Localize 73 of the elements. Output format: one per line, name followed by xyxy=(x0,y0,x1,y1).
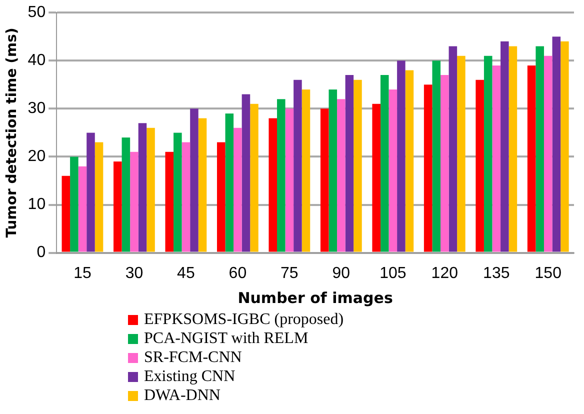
bar xyxy=(354,80,362,252)
bar xyxy=(114,162,122,252)
bar xyxy=(345,75,354,252)
bar xyxy=(250,104,258,252)
x-axis-title: Number of images xyxy=(238,288,393,307)
y-tick-label: 20 xyxy=(28,148,46,166)
bar xyxy=(70,156,78,252)
x-tick-label: 45 xyxy=(177,264,195,282)
bar xyxy=(536,46,544,252)
bar xyxy=(560,41,569,252)
bar xyxy=(285,108,294,252)
bar xyxy=(328,89,338,252)
x-tick-label: 150 xyxy=(534,264,562,282)
bar xyxy=(544,56,552,252)
bar xyxy=(146,128,155,252)
bar xyxy=(320,108,329,252)
legend-label: DWA-DNN xyxy=(144,386,220,405)
legend-label: PCA-NGIST with RELM xyxy=(144,329,308,348)
bar xyxy=(174,132,182,252)
bar xyxy=(508,46,518,252)
bar xyxy=(405,70,414,252)
bar xyxy=(372,104,380,252)
bar xyxy=(294,80,302,252)
bar xyxy=(440,75,449,252)
x-tick-label: 15 xyxy=(74,264,92,282)
y-tick-label: 30 xyxy=(28,100,46,118)
bar xyxy=(448,46,458,252)
bar xyxy=(94,142,104,252)
y-tick-label: 0 xyxy=(36,244,46,262)
bar xyxy=(457,56,466,252)
bar xyxy=(165,152,174,252)
bar xyxy=(432,60,441,252)
y-tick-label: 10 xyxy=(28,196,46,214)
bar xyxy=(216,142,226,252)
bar xyxy=(476,80,484,252)
bar xyxy=(380,75,389,252)
bar xyxy=(62,176,70,252)
bar xyxy=(277,99,286,252)
bar xyxy=(122,138,130,252)
bar xyxy=(397,60,406,252)
x-tick-label: 60 xyxy=(228,264,247,282)
bar xyxy=(268,118,278,252)
x-tick-label: 30 xyxy=(125,264,144,282)
x-tick-label: 135 xyxy=(483,264,510,282)
bar xyxy=(484,56,492,252)
bar xyxy=(552,36,561,252)
bar xyxy=(182,142,190,252)
bar xyxy=(130,152,138,252)
x-tick-label: 90 xyxy=(332,264,350,282)
bar xyxy=(78,166,87,252)
bar xyxy=(225,113,234,252)
bar xyxy=(234,128,242,252)
legend-label: SR-FCM-CNN xyxy=(144,348,242,367)
bar xyxy=(527,65,536,252)
y-tick-label: 40 xyxy=(28,52,46,70)
bar xyxy=(424,84,432,252)
x-tick-label: 75 xyxy=(280,264,298,282)
x-tick-label: 105 xyxy=(380,264,406,282)
bar xyxy=(388,89,398,252)
bar xyxy=(500,41,509,252)
bar xyxy=(138,123,147,252)
bar xyxy=(302,89,310,252)
legend-label: Existing CNN xyxy=(144,367,236,386)
bar xyxy=(190,108,198,252)
bar xyxy=(242,94,250,252)
legend-label: EFPKSOMS-IGBC (proposed) xyxy=(144,310,344,329)
y-tick-label: 50 xyxy=(28,4,46,22)
y-axis-title: Tumor detection time (ms) xyxy=(4,28,20,238)
bar xyxy=(337,99,346,252)
x-tick-label: 120 xyxy=(431,264,458,282)
bar xyxy=(492,65,501,252)
bar xyxy=(198,118,207,252)
bar xyxy=(86,132,95,252)
